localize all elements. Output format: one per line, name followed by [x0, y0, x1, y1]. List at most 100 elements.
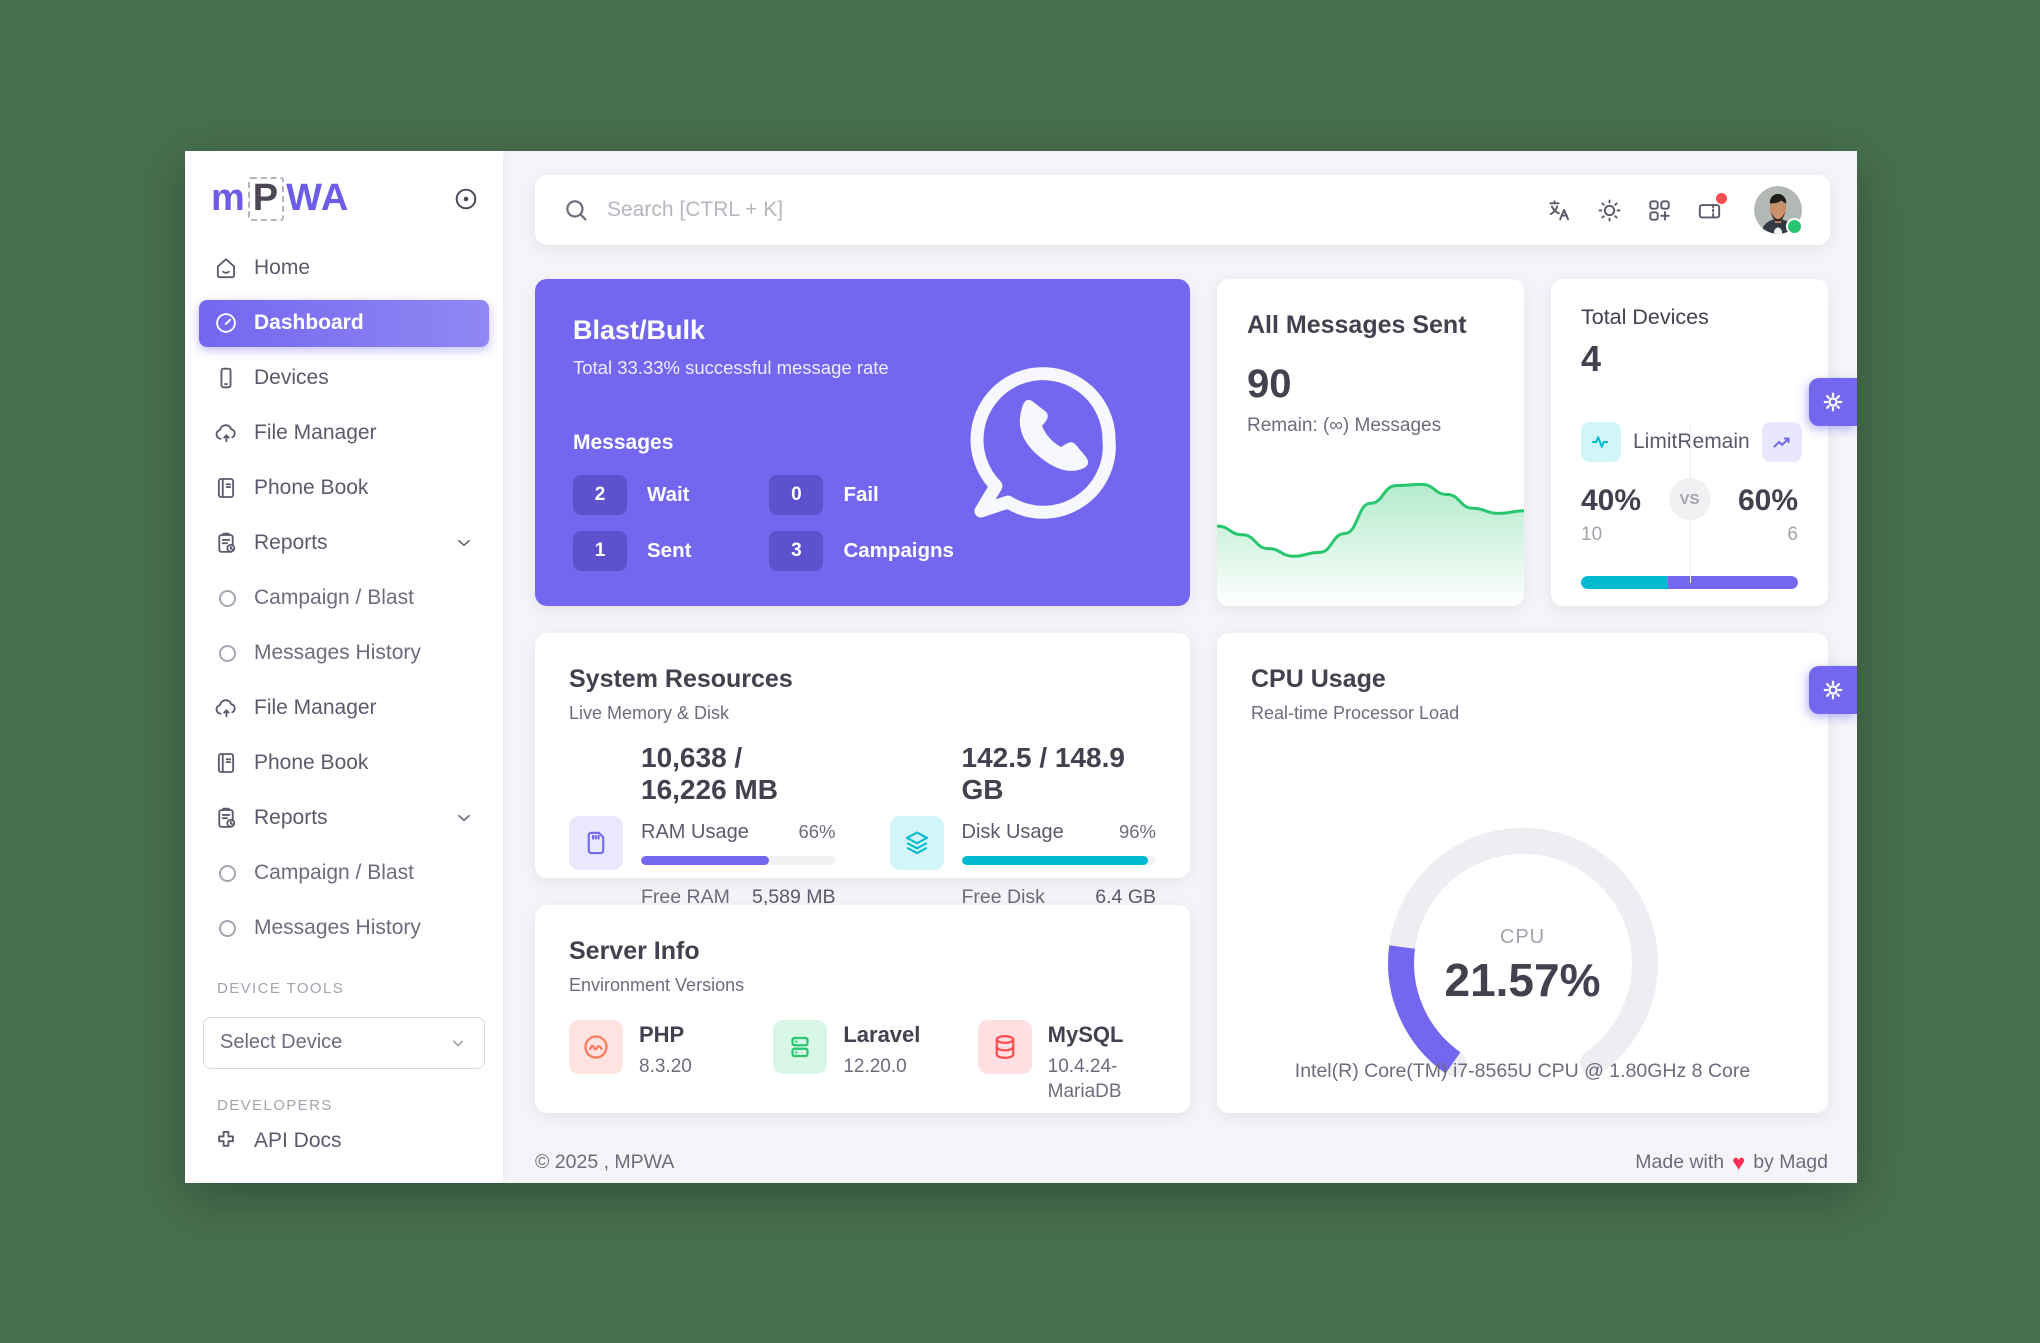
logo-part-wa: WA — [286, 177, 350, 220]
laravel-icon — [773, 1020, 828, 1074]
sidebar-item-phone-book[interactable]: Phone Book — [199, 465, 489, 512]
sidebar-item-label: File Manager — [254, 421, 377, 445]
sidebar-item-label: Messages History — [254, 916, 421, 940]
notification-badge — [1716, 192, 1727, 204]
phone-book-icon — [213, 750, 239, 776]
limit-pulse-icon — [1581, 422, 1621, 462]
search-bar[interactable] — [563, 197, 1546, 223]
ram-usage-text: 10,638 / 16,226 MB — [641, 742, 778, 805]
sidebar-pin-toggle-icon[interactable] — [453, 186, 479, 212]
chevron-down-icon — [448, 1033, 468, 1053]
card-title: All Messages Sent — [1247, 311, 1467, 339]
ticket-notification-icon[interactable] — [1696, 192, 1727, 224]
online-status-dot — [1786, 218, 1803, 235]
free-ram-value: 5,589 MB — [752, 886, 836, 908]
gauge-center-label: CPU — [1499, 926, 1546, 948]
sidebar-subitem-messages-history[interactable]: Messages History — [199, 905, 489, 952]
card-subtitle: Live Memory & Disk — [569, 703, 730, 723]
devices-icon — [213, 365, 239, 391]
sidebar-item-label: Campaign / Blast — [254, 861, 414, 885]
card-title: System Resources — [569, 665, 793, 693]
logo-part-p: P — [247, 177, 285, 221]
sidebar-nav: Home Dashboard Devices File Manager Phone Bo… — [199, 245, 489, 952]
php-icon — [569, 1020, 623, 1074]
circle-bullet-icon — [219, 644, 236, 662]
all-messages-sent-card: All Messages Sent 90 Remain: (∞) Message… — [1217, 279, 1524, 606]
environment-versions-list: PHP 8.3.20 Laravel 12.20.0 MySQL 10.4.24-Mari… — [569, 1020, 1156, 1104]
sidebar-item-phone-book[interactable]: Phone Book — [199, 740, 489, 787]
remain-percentage: 60% — [1737, 484, 1798, 517]
messages-label: Messages — [573, 431, 674, 454]
logo-row: m P WA — [199, 151, 489, 231]
sidebar-item-dashboard[interactable]: Dashboard — [199, 299, 489, 347]
app-logo[interactable]: m P WA — [211, 177, 349, 221]
remain-count: 6 — [1787, 524, 1798, 545]
search-icon — [563, 197, 589, 223]
messages-remain: Remain: (∞) Messages — [1247, 415, 1442, 436]
sidebar-item-label: Home — [254, 256, 311, 280]
app-grid-icon[interactable] — [1646, 197, 1673, 224]
sidebar-item-file-manager[interactable]: File Manager — [199, 685, 489, 732]
translate-icon[interactable] — [1546, 197, 1573, 224]
total-devices-value: 4 — [1581, 338, 1602, 379]
ram-usage-label: RAM Usage — [641, 821, 749, 843]
sidebar-item-home[interactable]: Home — [199, 245, 489, 292]
sidebar-subitem-campaign-blast[interactable]: Campaign / Blast — [199, 575, 489, 622]
limit-count: 10 — [1581, 524, 1603, 545]
env-version: 10.4.24-MariaDB — [1047, 1056, 1122, 1102]
sidebar-subitem-campaign-blast[interactable]: Campaign / Blast — [199, 850, 489, 897]
ram-memory-icon — [569, 816, 623, 870]
mysql-icon — [977, 1020, 1032, 1074]
home-icon — [213, 255, 239, 281]
made-with: Made with ♥ by Magd — [1635, 1151, 1828, 1174]
limit-bar-segment — [1581, 576, 1668, 589]
stat-value-badge: 1 — [573, 531, 627, 571]
avatar[interactable] — [1754, 186, 1803, 235]
sidebar-item-devices[interactable]: Devices — [199, 355, 489, 402]
card-subtitle: Environment Versions — [569, 975, 745, 995]
light-mode-icon[interactable] — [1596, 197, 1623, 224]
sidebar-item-api-docs[interactable]: API Docs — [199, 1118, 489, 1165]
disk-progress-bar — [961, 856, 1156, 865]
app-window: m P WA Home Dashboard Devices File Manager Pho… — [185, 151, 1857, 1183]
sidebar-item-reports[interactable]: Reports — [199, 795, 489, 842]
blast-bulk-card: Blast/Bulk Total 33.33% successful messa… — [535, 279, 1190, 606]
server-env-php: PHP 8.3.20 — [569, 1020, 747, 1104]
sidebar-item-file-manager[interactable]: File Manager — [199, 410, 489, 457]
stat-value-badge: 3 — [769, 531, 824, 571]
sidebar-item-label: Reports — [254, 806, 328, 830]
copyright-text: © 2025 , MPWA — [535, 1151, 675, 1173]
stat-label: Wait — [647, 483, 690, 506]
cpu-model-text: Intel(R) Core(TM) i7-8565U CPU @ 1.80GHz… — [1294, 1060, 1751, 1082]
sidebar-subitem-messages-history[interactable]: Messages History — [199, 630, 489, 677]
sidebar-item-label: File Manager — [254, 696, 377, 720]
sidebar-item-label: Phone Book — [254, 751, 369, 775]
file-manager-icon — [213, 420, 239, 446]
blast-stats: 2 Wait 0 Fail 1 Sent 3 Campaigns — [573, 475, 1152, 571]
remain-trending-up-icon — [1761, 422, 1802, 462]
select-device-value: Select Device — [220, 1031, 343, 1054]
env-name: PHP — [639, 1022, 685, 1047]
sidebar-item-reports[interactable]: Reports — [199, 520, 489, 567]
select-device-dropdown[interactable]: Select Device — [203, 1016, 485, 1069]
card-subtitle: Real-time Processor Load — [1251, 703, 1460, 723]
dashboard-grid: Blast/Bulk Total 33.33% successful messa… — [535, 279, 1830, 1113]
cpu-gauge-chart: CPU 21.57% — [1358, 808, 1688, 1108]
limit-percentage: 40% — [1581, 484, 1642, 517]
free-disk-label: Free Disk — [961, 886, 1045, 908]
system-resources-card: System Resources Live Memory & Disk 10,6… — [535, 633, 1190, 908]
sidebar-item-label: Devices — [254, 366, 329, 390]
sidebar-item-label: API Docs — [254, 1129, 342, 1153]
free-disk-value: 6.4 GB — [1095, 886, 1156, 908]
sidebar-item-label: Dashboard — [254, 311, 364, 335]
section-label-device-tools: DEVICE TOOLS — [217, 979, 345, 997]
env-name: MySQL — [1047, 1022, 1124, 1047]
vs-badge: VS — [1668, 478, 1711, 520]
sidebar-item-label: Reports — [254, 531, 328, 555]
limit-remain-comparison: Limit Remain 40% VS 60% — [1581, 422, 1802, 589]
card-subtitle: Total 33.33% successful message rate — [573, 357, 889, 378]
settings-toggle-button[interactable] — [1809, 666, 1857, 714]
settings-toggle-button[interactable] — [1809, 378, 1857, 426]
search-input[interactable] — [605, 197, 1546, 223]
